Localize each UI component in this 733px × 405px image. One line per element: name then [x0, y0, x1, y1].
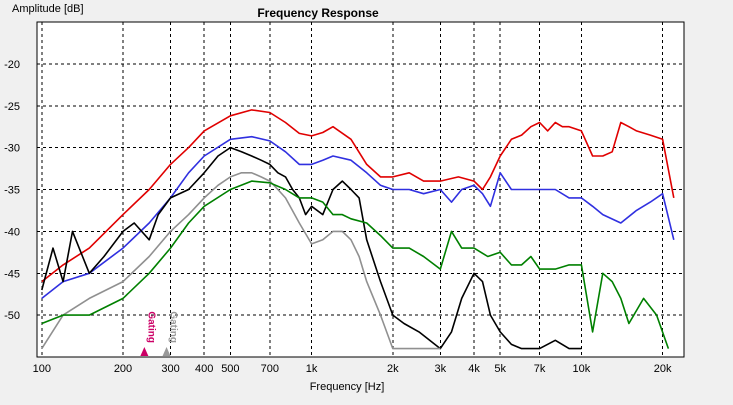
x-axis-ticks: 100 200 300 400 500 700 1k 2k 3k 4k 5k 7k 10k 20k — [33, 363, 672, 375]
chart-title: Frequency Response — [257, 6, 379, 20]
y-tick-label: -25 — [4, 101, 20, 113]
x-tick-label: 500 — [221, 363, 239, 375]
y-tick-label: -40 — [4, 226, 20, 238]
x-tick-label: 400 — [195, 363, 213, 375]
x-axis-label: Frequency [Hz] — [310, 381, 385, 393]
x-tick-label: 300 — [161, 363, 179, 375]
series-line-1 — [41, 109, 675, 283]
x-tick-label: 100 — [33, 363, 51, 375]
grid-lines — [37, 22, 684, 357]
series-lines — [41, 109, 675, 350]
gating-label-1: Gating — [145, 311, 156, 343]
series-line-2 — [41, 135, 675, 300]
x-tick-label: 200 — [114, 363, 132, 375]
y-axis-label: Amplitude [dB] — [12, 3, 84, 15]
gating-label-2: Gating — [168, 311, 179, 343]
y-tick-label: -35 — [4, 185, 20, 197]
x-tick-label: 7k — [534, 363, 546, 375]
x-tick-label: 3k — [435, 363, 447, 375]
series-line-3 — [41, 146, 582, 350]
gating-marker-2 — [162, 347, 171, 356]
x-tick-label: 10k — [573, 363, 591, 375]
x-tick-label: 700 — [261, 363, 279, 375]
x-tick-label: 5k — [494, 363, 506, 375]
y-tick-label: -30 — [4, 143, 20, 155]
series-line-4 — [41, 172, 441, 350]
series-line-5 — [41, 180, 670, 349]
x-tick-label: 2k — [387, 363, 399, 375]
y-tick-label: -20 — [4, 59, 20, 71]
plot-area — [36, 21, 685, 358]
y-axis-ticks: -20 -25 -30 -35 -40 -45 -50 — [4, 59, 20, 322]
x-tick-label: 4k — [468, 363, 480, 375]
gating-marker-1 — [140, 347, 149, 356]
gating-markers: Gating Gating — [140, 311, 179, 356]
x-tick-label: 1k — [306, 363, 318, 375]
y-tick-label: -50 — [4, 310, 20, 322]
x-tick-label: 20k — [654, 363, 672, 375]
y-tick-label: -45 — [4, 268, 20, 280]
